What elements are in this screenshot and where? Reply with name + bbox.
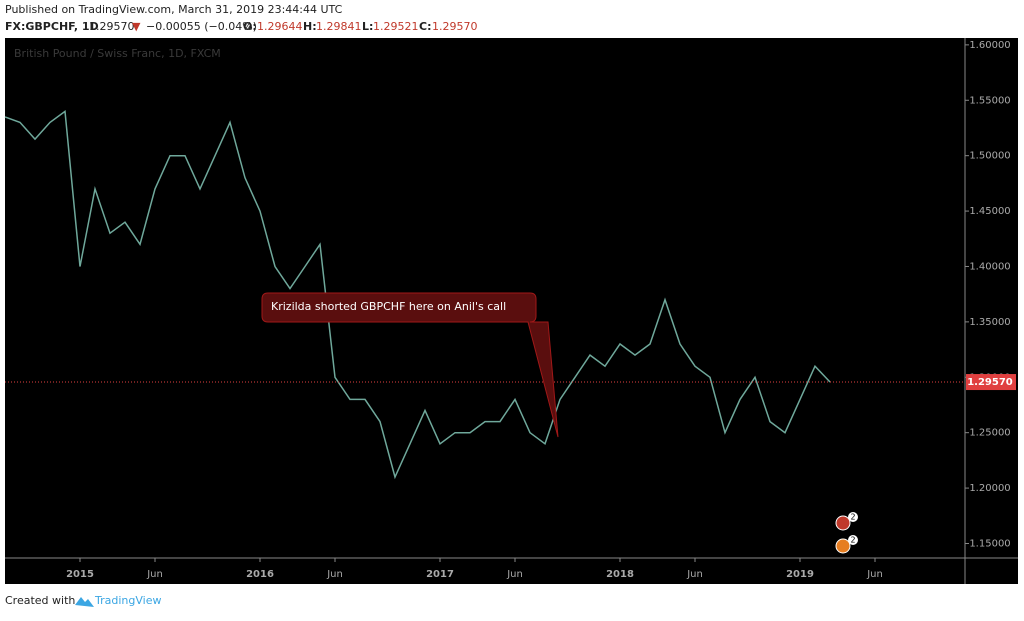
ohlc-label: L: xyxy=(362,20,373,33)
symbol: FX:GBPCHF, 1D xyxy=(5,20,99,33)
event-badge: 2 xyxy=(850,536,855,545)
x-tick-label: 2015 xyxy=(66,569,94,580)
change: −0.00055 (−0.04%) xyxy=(146,20,257,33)
x-tick-label: Jun xyxy=(866,569,883,580)
plot: 1.150001.200001.250001.300001.350001.400… xyxy=(4,40,1016,580)
x-tick-label: 2019 xyxy=(786,569,814,580)
x-tick-label: 2017 xyxy=(426,569,454,580)
ohlc-value: 1.29521 xyxy=(373,20,419,33)
x-tick-label: Jun xyxy=(146,569,163,580)
x-tick-label: Jun xyxy=(686,569,703,580)
y-tick-label: 1.25000 xyxy=(969,428,1010,439)
watermark: British Pound / Swiss Franc, 1D, FXCM xyxy=(14,47,221,60)
y-tick-label: 1.50000 xyxy=(969,151,1010,162)
ohlc-value: 1.29644 xyxy=(257,20,303,33)
x-tick-label: Jun xyxy=(506,569,523,580)
arrow: ▼ xyxy=(132,20,141,33)
ohlc-label: O: xyxy=(243,20,257,33)
y-tick-label: 1.40000 xyxy=(969,261,1010,272)
y-tick-label: 1.15000 xyxy=(969,538,1010,549)
event-icon[interactable] xyxy=(835,515,851,531)
y-tick-label: 1.20000 xyxy=(969,483,1010,494)
annotation-text: Krizilda shorted GBPCHF here on Anil's c… xyxy=(271,300,506,313)
symbol-line: FX:GBPCHF, 1D 1.29570 ▼ −0.00055 (−0.04%… xyxy=(5,20,478,33)
price-line xyxy=(4,110,831,480)
last-price-label: 1.29570 xyxy=(967,377,1013,388)
annotation: Krizilda shorted GBPCHF here on Anil's c… xyxy=(261,292,559,438)
x-tick-label: 2016 xyxy=(246,569,274,580)
x-tick-label: 2018 xyxy=(606,569,634,580)
footer-brand[interactable]: TradingView xyxy=(94,594,161,607)
y-tick-label: 1.55000 xyxy=(969,95,1010,106)
y-tick-label: 1.45000 xyxy=(969,206,1010,217)
event-badge: 2 xyxy=(850,513,855,522)
ohlc-label: H: xyxy=(303,20,317,33)
event-badge-bg xyxy=(848,535,858,545)
y-tick-label: 1.35000 xyxy=(969,317,1010,328)
ohlc-value: 1.29841 xyxy=(316,20,362,33)
x-tick-label: Jun xyxy=(326,569,343,580)
event-badge-bg xyxy=(848,512,858,522)
y-tick-label: 1.60000 xyxy=(969,40,1010,51)
logo xyxy=(75,597,94,607)
annotation-box xyxy=(261,292,559,438)
ohlc-value: 1.29570 xyxy=(432,20,478,33)
last: 1.29570 xyxy=(89,20,135,33)
published: Published on TradingView.com, March 31, … xyxy=(5,3,343,16)
event-icon[interactable] xyxy=(835,538,851,554)
ohlc-label: C: xyxy=(419,20,431,33)
footer-created: Created with xyxy=(5,594,75,607)
last-price-box xyxy=(966,374,1016,391)
